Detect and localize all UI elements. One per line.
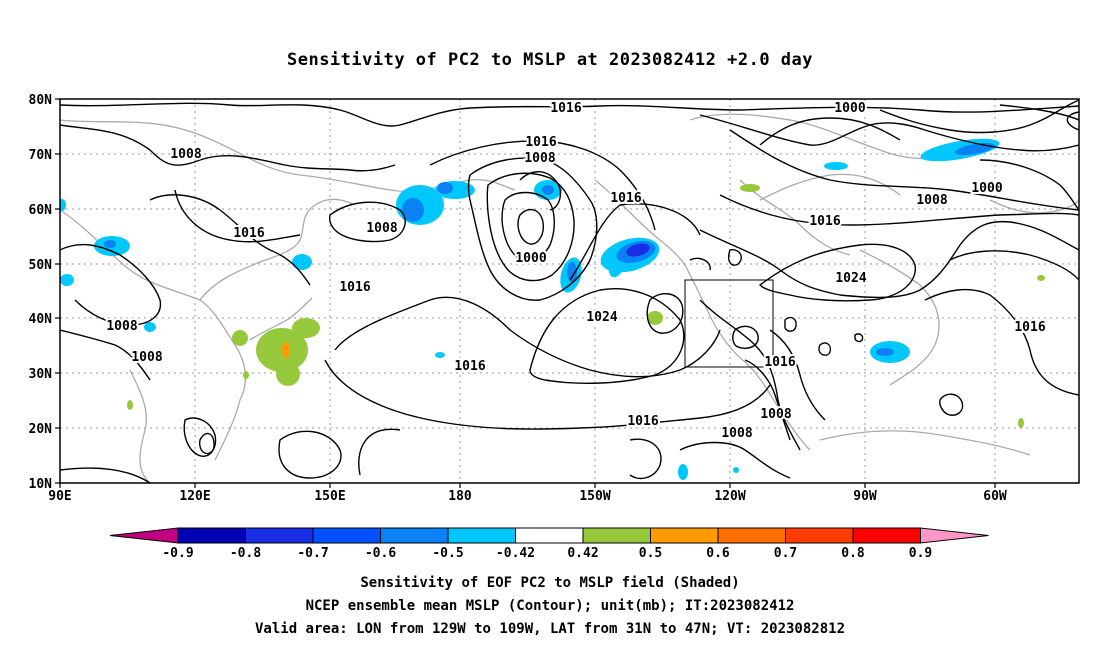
- contour-label: 1016: [610, 191, 641, 206]
- colorbar-tick-label: -0.9: [162, 546, 193, 561]
- caption-line-2: NCEP ensemble mean MSLP (Contour); unit(…: [305, 598, 795, 614]
- contour-label: 1024: [586, 310, 617, 325]
- lon-label: 90W: [853, 489, 877, 504]
- lat-label: 80N: [29, 93, 53, 108]
- contour-label: 1016: [627, 414, 658, 429]
- colorbar-tick-label: 0.6: [706, 546, 730, 561]
- colorbar-segment: [852, 527, 921, 544]
- longitude-labels: 90E 120E 150E 180 150W 120W 90W 60W: [48, 489, 1007, 504]
- lon-label: 120E: [179, 489, 210, 504]
- colorbar-tick-label: 0.8: [841, 546, 865, 561]
- contour-label: 1008: [170, 147, 201, 162]
- valid-area-box: [684, 279, 774, 368]
- colorbar-tick-label: -0.7: [297, 546, 328, 561]
- colorbar-labels: -0.9 -0.8 -0.7 -0.6 -0.5 -0.42 0.42 0.5 0.6 0.7 0.…: [162, 546, 932, 561]
- colorbar-segment: [447, 527, 516, 544]
- lon-label: 150E: [314, 489, 345, 504]
- contour-label: 1000: [971, 181, 1002, 196]
- colorbar-segment: [177, 527, 246, 544]
- colorbar-tick-label: 0.5: [639, 546, 662, 561]
- colorbar-segment: [245, 527, 314, 544]
- caption-line-3: Valid area: LON from 129W to 109W, LAT f…: [254, 621, 845, 637]
- colorbar-tick-label: 0.9: [909, 546, 932, 561]
- lon-label: 60W: [983, 489, 1007, 504]
- colorbar-tick-label: -0.8: [230, 546, 261, 561]
- contour-label: 1000: [515, 251, 546, 266]
- colorbar-segment: [717, 527, 786, 544]
- contour-label: 1008: [916, 193, 947, 208]
- contour-label-group: 1016 1000 1016 1008 1008 1016 1008 1000 …: [104, 99, 1047, 443]
- lat-label: 40N: [29, 312, 53, 327]
- contour-label: 1008: [131, 350, 162, 365]
- contour-label: 1016: [809, 214, 840, 229]
- colorbar-segment: [785, 527, 854, 544]
- chart-title: Sensitivity of PC2 to MSLP at 2023082412…: [286, 50, 813, 70]
- colorbar-segment: [582, 527, 651, 544]
- contour-label: 1016: [454, 359, 485, 374]
- map-frame: [59, 98, 1080, 484]
- colorbar-tick-label: -0.6: [365, 546, 396, 561]
- colorbar-segment: [380, 527, 449, 544]
- contour-label: 1008: [760, 407, 791, 422]
- colorbar-tick-label: -0.5: [432, 546, 463, 561]
- lon-label: 180: [448, 489, 472, 504]
- contour-label: 1008: [366, 221, 397, 236]
- colorbar-segment: [312, 527, 381, 544]
- contour-label: 1016: [764, 355, 795, 370]
- lat-label: 30N: [29, 367, 53, 382]
- contour-label: 1024: [835, 271, 866, 286]
- colorbar-segment: [515, 527, 584, 544]
- caption-line-1: Sensitivity of EOF PC2 to MSLP field (Sh…: [360, 575, 740, 591]
- contour-label: 1000: [834, 101, 865, 116]
- colorbar-end-left: [109, 527, 179, 544]
- axis-ticks: [55, 98, 996, 488]
- colorbar-segment: [650, 527, 719, 544]
- contour-label: 1016: [339, 280, 370, 295]
- lat-label: 20N: [29, 422, 53, 437]
- contour-label: 1008: [106, 319, 137, 334]
- colorbar: [109, 527, 989, 544]
- colorbar-tick-label: 0.42: [567, 546, 598, 561]
- colorbar-tick-label: -0.42: [496, 546, 535, 561]
- contour-label: 1008: [721, 426, 752, 441]
- lat-label: 70N: [29, 148, 53, 163]
- colorbar-tick-label: 0.7: [774, 546, 797, 561]
- colorbar-end-right: [920, 527, 989, 544]
- lat-label: 60N: [29, 203, 53, 218]
- lat-label: 10N: [29, 477, 53, 492]
- mslp-contours: [60, 99, 1079, 483]
- contour-label: 1016: [550, 101, 581, 116]
- contour-label: 1016: [233, 226, 264, 241]
- lon-label: 120W: [714, 489, 745, 504]
- contour-label: 1016: [525, 135, 556, 150]
- contour-label: 1008: [524, 151, 555, 166]
- latitude-labels: 80N 70N 60N 50N 40N 30N 20N 10N: [29, 93, 53, 492]
- lon-label: 90E: [48, 489, 71, 504]
- lat-label: 50N: [29, 258, 53, 273]
- coastlines: [60, 113, 1079, 483]
- lon-label: 150W: [579, 489, 610, 504]
- contour-label: 1016: [1014, 320, 1045, 335]
